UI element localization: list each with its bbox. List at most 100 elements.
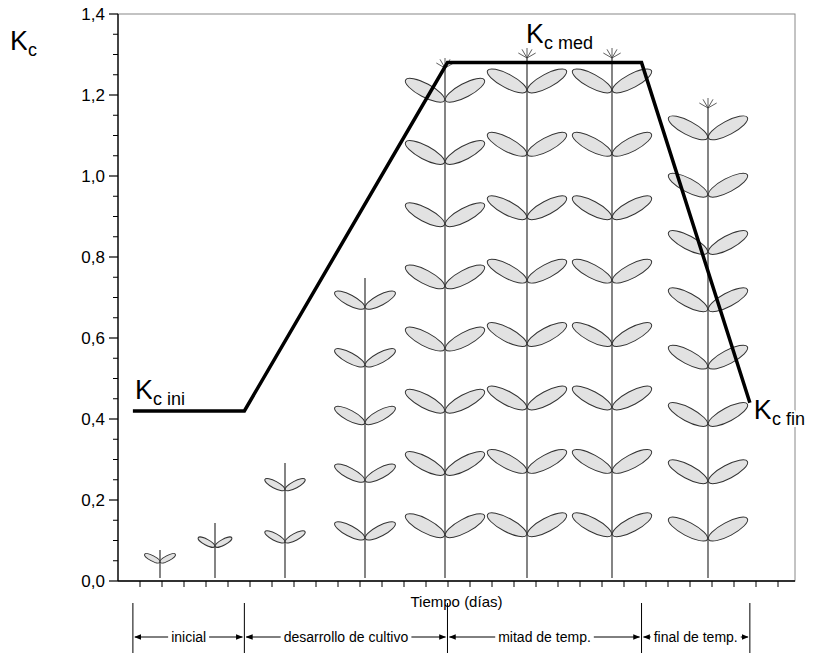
y-tick-label: 1,2 xyxy=(81,86,105,105)
plant-flower xyxy=(522,49,527,58)
plant-leaf xyxy=(569,65,614,98)
plant-stem xyxy=(364,278,365,578)
x-minor-tick xyxy=(536,581,537,587)
y-minor-tick xyxy=(113,115,118,116)
plant-leaf xyxy=(363,403,398,428)
plant-leaf xyxy=(442,509,487,542)
plant-leaf xyxy=(442,323,487,356)
plant-stem xyxy=(526,58,527,578)
plants xyxy=(143,48,750,578)
x-minor-tick xyxy=(558,581,559,587)
plant-stem xyxy=(611,58,612,578)
plant-leaf xyxy=(332,461,367,486)
x-minor-tick xyxy=(492,581,493,587)
y-tick xyxy=(109,337,118,338)
plant-leaf xyxy=(484,445,529,478)
x-axis-line xyxy=(118,580,795,581)
plant xyxy=(665,98,750,578)
x-minor-tick xyxy=(690,581,691,587)
x-minor-tick xyxy=(712,581,713,587)
plant-stem xyxy=(214,523,215,578)
stage-divider xyxy=(244,603,245,653)
plant-leaf xyxy=(484,65,529,98)
y-minor-tick xyxy=(113,520,118,521)
y-minor-tick xyxy=(113,479,118,480)
plant-leaf xyxy=(484,382,529,415)
plant-flower xyxy=(708,103,717,108)
x-minor-tick xyxy=(162,581,163,587)
plant-leaf xyxy=(159,552,177,565)
y-minor-tick xyxy=(113,277,118,278)
plant-leaf xyxy=(332,518,367,543)
x-minor-tick xyxy=(316,581,317,587)
plant-leaf xyxy=(665,341,710,374)
y-tick xyxy=(109,418,118,419)
plant-leaf xyxy=(524,445,569,478)
y-minor-tick xyxy=(113,378,118,379)
plant-leaf xyxy=(569,445,614,478)
y-tick xyxy=(109,580,118,581)
plant xyxy=(402,58,487,578)
plant-leaf xyxy=(705,513,750,546)
plant-flower xyxy=(612,53,621,58)
y-tick-label: 0,8 xyxy=(81,248,105,267)
plant-leaf xyxy=(609,445,654,478)
x-minor-tick xyxy=(514,581,515,587)
plant-leaf xyxy=(609,318,654,351)
plant-leaf xyxy=(665,283,710,316)
y-minor-tick xyxy=(113,135,118,136)
plant-leaf xyxy=(705,226,750,259)
plant-leaf xyxy=(665,112,710,145)
y-minor-tick xyxy=(113,155,118,156)
plant-leaf xyxy=(402,136,447,169)
y-minor-tick xyxy=(113,317,118,318)
y-minor-tick xyxy=(113,236,118,237)
plant-leaf xyxy=(569,318,614,351)
plant-leaf xyxy=(197,535,216,549)
plant-leaf xyxy=(665,513,710,546)
plant-leaf xyxy=(665,398,710,431)
annotation: Kc fin xyxy=(754,395,805,429)
plant-leaf xyxy=(524,65,569,98)
x-minor-tick xyxy=(734,581,735,587)
x-axis-title: Tiempo (días) xyxy=(411,593,503,610)
plant-leaf xyxy=(484,128,529,161)
x-minor-tick xyxy=(448,581,449,587)
plant-stem xyxy=(707,108,708,578)
plant-leaf xyxy=(705,112,750,145)
x-minor-tick xyxy=(426,581,427,587)
plant-leaf xyxy=(402,323,447,356)
stage-label-bg xyxy=(168,629,209,645)
x-minor-tick xyxy=(382,581,383,587)
y-tick xyxy=(109,499,118,500)
plant-leaf xyxy=(569,255,614,288)
plant-leaf xyxy=(569,191,614,224)
plant-leaf xyxy=(442,385,487,418)
annotation: Kc med xyxy=(526,19,593,53)
chart: 0,00,20,40,60,81,01,21,4KcKc iniKc medKc… xyxy=(0,0,835,661)
y-minor-tick xyxy=(113,398,118,399)
plant-leaf xyxy=(484,191,529,224)
plant-leaf xyxy=(609,382,654,415)
y-minor-tick xyxy=(113,439,118,440)
annotation: Kc ini xyxy=(135,375,185,409)
x-minor-tick xyxy=(668,581,669,587)
y-tick-label: 0,0 xyxy=(81,572,105,591)
y-tick xyxy=(109,13,118,14)
plant-leaf xyxy=(609,191,654,224)
y-minor-tick xyxy=(113,297,118,298)
x-minor-tick xyxy=(404,581,405,587)
y-tick-label: 0,4 xyxy=(81,410,105,429)
plant-leaf xyxy=(442,447,487,480)
y-minor-tick xyxy=(113,74,118,75)
plant-leaf xyxy=(569,382,614,415)
plant-leaf xyxy=(569,128,614,161)
plot-frame xyxy=(118,14,795,581)
plant-leaf xyxy=(442,74,487,107)
stage-label-bg xyxy=(495,629,594,645)
plant-leaf xyxy=(214,535,233,549)
plant-flower xyxy=(612,48,613,58)
x-minor-tick xyxy=(228,581,229,587)
plant-flower xyxy=(527,48,528,58)
plant-flower xyxy=(607,49,612,58)
